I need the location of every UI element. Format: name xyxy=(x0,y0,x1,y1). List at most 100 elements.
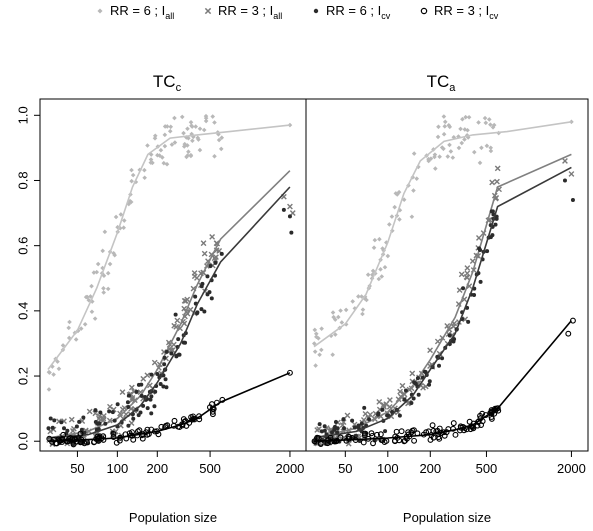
legend-marker-rr6_cv xyxy=(314,9,318,13)
data-point xyxy=(442,132,447,137)
data-point xyxy=(495,166,500,171)
series-rr3_all xyxy=(47,171,295,447)
data-point xyxy=(168,124,173,129)
data-point xyxy=(282,208,286,212)
data-point xyxy=(106,287,111,292)
data-point xyxy=(466,320,470,324)
data-point xyxy=(192,271,197,276)
data-point xyxy=(398,414,402,418)
fit-line-rr3_all xyxy=(314,154,571,438)
legend: RR = 6 ; Iall RR = 3 ; Iall RR = 6 ; Icv RR… xyxy=(97,3,498,21)
data-point xyxy=(377,237,382,242)
data-point xyxy=(318,422,322,426)
data-point xyxy=(220,252,224,256)
data-point xyxy=(317,352,322,357)
data-point xyxy=(213,261,217,265)
data-point xyxy=(319,348,324,353)
data-point xyxy=(164,377,168,381)
fit-line-rr3_all xyxy=(48,171,290,438)
data-point xyxy=(175,318,180,323)
data-point xyxy=(51,426,55,430)
data-point xyxy=(313,349,318,354)
data-point xyxy=(131,417,135,421)
panel-frame-2 xyxy=(306,99,588,451)
x-tick-label: 50 xyxy=(338,461,352,476)
data-point xyxy=(380,408,384,412)
data-point xyxy=(442,114,447,119)
data-point xyxy=(433,166,438,171)
data-point xyxy=(409,401,413,405)
data-point xyxy=(141,376,146,381)
data-point xyxy=(100,249,105,254)
data-point xyxy=(103,230,108,235)
data-point xyxy=(362,406,366,410)
data-point xyxy=(387,222,392,227)
data-point xyxy=(360,312,365,317)
data-point xyxy=(195,310,199,314)
data-point xyxy=(563,159,568,164)
data-point xyxy=(313,328,318,333)
data-point xyxy=(495,217,499,221)
data-point xyxy=(193,295,197,299)
data-point xyxy=(113,419,117,423)
data-point xyxy=(412,438,417,443)
data-point xyxy=(483,121,488,126)
data-point xyxy=(350,419,354,423)
x-tick-label: 2000 xyxy=(557,461,586,476)
data-point xyxy=(320,429,324,433)
data-point xyxy=(427,383,431,387)
y-tick-label: 0.6 xyxy=(15,237,30,255)
data-point xyxy=(412,380,416,384)
data-point xyxy=(459,272,464,277)
data-point xyxy=(476,120,481,125)
data-point xyxy=(451,421,456,426)
data-point xyxy=(390,214,395,219)
y-tick-label: 0.2 xyxy=(15,367,30,385)
data-point xyxy=(106,271,111,276)
data-point xyxy=(92,270,97,275)
data-point xyxy=(59,420,63,424)
data-point xyxy=(411,188,416,193)
data-point xyxy=(47,426,51,430)
data-point xyxy=(491,209,495,213)
data-point xyxy=(360,422,364,426)
data-point xyxy=(114,215,119,220)
series-rr6_cv xyxy=(313,167,575,445)
legend-label-rr6_cv: RR = 6 ; Icv xyxy=(326,3,391,21)
data-point xyxy=(330,352,335,357)
fit-line-rr6_all xyxy=(48,125,290,369)
data-point xyxy=(342,426,346,430)
data-point xyxy=(459,141,464,146)
data-point xyxy=(87,409,92,414)
data-point xyxy=(410,214,415,219)
data-point xyxy=(371,441,376,446)
data-point xyxy=(171,342,176,347)
data-point xyxy=(566,331,571,336)
x-tick-label: 100 xyxy=(107,461,129,476)
data-point xyxy=(412,397,416,401)
data-point xyxy=(195,276,200,281)
data-point xyxy=(83,322,88,327)
panel-frame-1 xyxy=(40,99,306,451)
data-point xyxy=(479,280,483,284)
data-point xyxy=(483,116,488,121)
data-point xyxy=(162,356,166,360)
data-point xyxy=(65,429,69,433)
data-point xyxy=(149,411,153,415)
data-point xyxy=(186,149,191,154)
data-point xyxy=(430,423,435,428)
data-point xyxy=(350,299,355,304)
data-point xyxy=(212,120,217,125)
data-point xyxy=(47,387,52,392)
data-point xyxy=(392,205,397,210)
data-point xyxy=(81,415,85,419)
data-point xyxy=(169,351,173,355)
data-point xyxy=(129,179,134,184)
data-point xyxy=(57,366,62,371)
data-point xyxy=(139,383,143,387)
data-point xyxy=(205,274,209,278)
data-point xyxy=(436,135,441,140)
data-point xyxy=(288,214,292,218)
data-point xyxy=(200,284,204,288)
legend-entry-rr6_all: RR = 6 ; Iall xyxy=(97,3,174,21)
